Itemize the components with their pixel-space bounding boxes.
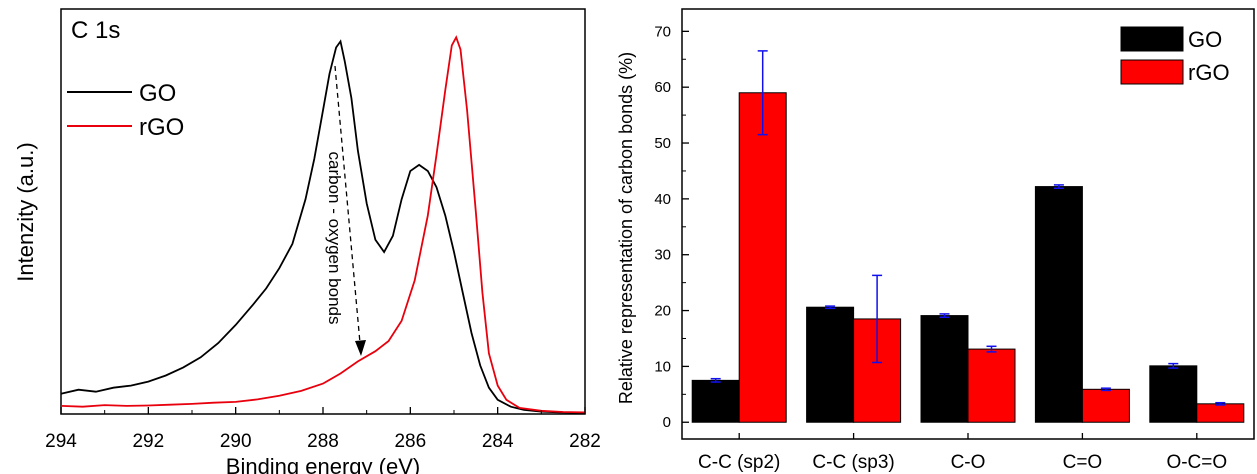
- annotation-arrow: [334, 65, 366, 356]
- legend-label-rgo-bar: rGO: [1188, 60, 1230, 85]
- x-category-label: C-C (sp2): [698, 452, 780, 473]
- y-tick-label: 0: [663, 414, 671, 431]
- x-category-label: O-C=O: [1166, 452, 1227, 473]
- left-x-axis: 294 292 290 288 286 284 282: [45, 407, 601, 452]
- xps-spectrum-chart: 294 292 290 288 286 284 282 C 1s Binding energ…: [13, 8, 601, 474]
- y-tick-label: 10: [654, 358, 671, 375]
- right-y-axis-title: Relative representation of carbon bonds …: [616, 52, 636, 404]
- x-tick-label: 294: [45, 431, 77, 452]
- series-line-rgo: [60, 35, 586, 414]
- legend-label-go: GO: [139, 80, 176, 107]
- x-tick-label: 282: [569, 431, 601, 452]
- left-x-axis-title: Binding energy (eV): [226, 454, 420, 474]
- legend-swatch-go-bar: [1120, 26, 1184, 52]
- legend-label-rgo: rGO: [139, 114, 184, 141]
- carbon-bonds-bar-chart: 0 10 20 30 40 50 60 70 C-C (sp2) C-C (sp3) C-O C=O…: [616, 8, 1255, 473]
- y-tick-label: 40: [654, 191, 671, 208]
- panel-label: C 1s: [71, 17, 120, 44]
- bar-go: [806, 306, 855, 423]
- x-tick-label: 288: [307, 431, 339, 452]
- y-tick-label: 30: [654, 247, 671, 264]
- bar-rgo: [738, 92, 787, 423]
- x-tick-label: 292: [132, 431, 164, 452]
- bar-go: [920, 315, 969, 423]
- bar-go: [1034, 186, 1083, 423]
- right-bars: [691, 50, 1245, 423]
- left-series-lines: [60, 35, 586, 414]
- y-tick-label: 60: [654, 79, 671, 96]
- y-tick-label: 50: [654, 135, 671, 152]
- right-legend: GO rGO: [1120, 26, 1230, 85]
- y-tick-label: 70: [654, 23, 671, 40]
- left-legend: GO rGO: [67, 80, 184, 141]
- left-y-axis-title: Intenzity (a.u.): [13, 142, 38, 281]
- bar-go: [691, 379, 740, 423]
- x-category-label: C-O: [951, 452, 986, 473]
- bar-rgo: [1196, 403, 1245, 423]
- x-category-label: C-C (sp3): [812, 452, 894, 473]
- y-tick-label: 20: [654, 303, 671, 320]
- legend-label-go-bar: GO: [1188, 27, 1222, 52]
- right-y-axis: 0 10 20 30 40 50 60 70: [654, 23, 689, 431]
- x-category-label: C=O: [1063, 452, 1103, 473]
- x-tick-label: 286: [394, 431, 426, 452]
- series-line-go: [60, 39, 586, 414]
- legend-swatch-rgo-bar: [1120, 59, 1184, 85]
- bar-rgo: [967, 348, 1016, 423]
- left-plot-frame: [60, 8, 586, 415]
- right-x-axis: C-C (sp2) C-C (sp3) C-O C=O O-C=O: [698, 433, 1227, 473]
- bar-rgo: [1081, 388, 1130, 423]
- x-tick-label: 290: [220, 431, 252, 452]
- annotation-text: carbon - oxygen bonds: [325, 152, 344, 325]
- bar-go: [1149, 365, 1198, 423]
- x-tick-label: 284: [482, 431, 514, 452]
